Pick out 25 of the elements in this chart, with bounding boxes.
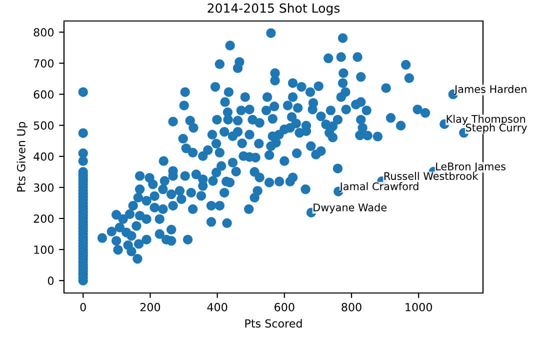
x-tick-label: 0 — [80, 302, 86, 312]
annotation: James Harden — [454, 84, 526, 95]
y-tick-label: 300 — [34, 183, 54, 192]
y-tick-label: 800 — [34, 28, 54, 37]
annotation: Dwyane Wade — [314, 203, 387, 214]
annotation: Steph Curry — [466, 123, 528, 134]
annotation: Russell Westbrook — [384, 172, 478, 180]
y-axis-title: Pts Given Up — [16, 122, 28, 192]
y-tick-label: 600 — [34, 90, 54, 99]
x-tick-label: 1000 — [406, 302, 432, 312]
y-tick-label: 700 — [34, 59, 54, 68]
x-tick-label: 400 — [207, 302, 228, 312]
x-tick-label: 200 — [140, 302, 160, 312]
y-tick-label: 100 — [34, 246, 54, 254]
x-tick-label: 600 — [274, 302, 294, 312]
y-tick-label: 200 — [34, 214, 54, 223]
annotation: LeBron James — [436, 162, 506, 172]
y-tick-label: 0 — [48, 276, 54, 285]
y-tick-label: 500 — [34, 121, 54, 130]
annotation: Jamal Crawford — [339, 182, 418, 192]
x-tick-label: 800 — [342, 302, 362, 312]
y-tick-label: 400 — [34, 152, 54, 161]
annotation: Klay Thompson — [446, 114, 526, 125]
x-axis-title: Pts Scored — [245, 319, 302, 328]
chart-title: 2014-2015 Shot Logs — [208, 3, 340, 16]
